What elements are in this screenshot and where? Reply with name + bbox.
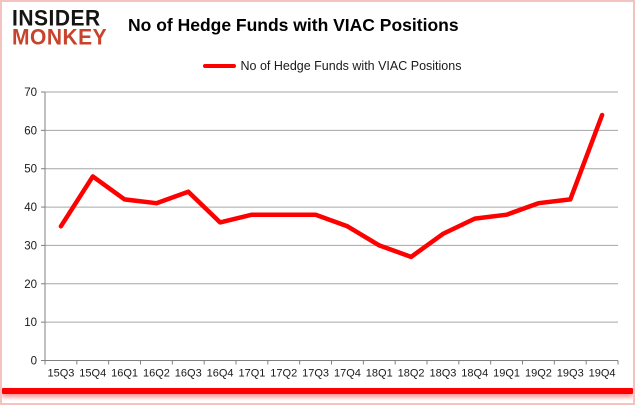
y-axis-tick-label: 0	[31, 356, 37, 368]
x-axis-tick-label: 15Q4	[79, 368, 106, 380]
chart-legend: No of Hedge Funds with VIAC Positions	[45, 59, 619, 73]
x-axis-tick-label: 16Q4	[207, 368, 234, 380]
x-axis-tick-label: 18Q3	[429, 368, 456, 380]
legend-label: No of Hedge Funds with VIAC Positions	[240, 59, 462, 73]
logo-monkey-text: MONKEY	[12, 25, 108, 50]
y-axis-tick-label: 50	[24, 164, 37, 176]
x-axis-tick-label: 17Q4	[334, 368, 361, 380]
x-axis-tick-label: 16Q1	[111, 368, 138, 380]
legend-line-swatch-icon	[202, 63, 236, 69]
x-axis-tick-label: 17Q1	[238, 368, 265, 380]
y-axis-tick-label: 30	[24, 240, 37, 252]
y-axis-tick-label: 70	[24, 87, 37, 99]
y-axis-tick-label: 60	[24, 125, 37, 137]
x-axis-tick-label: 17Q3	[302, 368, 329, 380]
x-axis-tick-label: 16Q3	[175, 368, 202, 380]
page-title: No of Hedge Funds with VIAC Positions	[128, 15, 459, 35]
y-axis-tick-label: 10	[24, 317, 37, 329]
x-axis-tick-label: 19Q2	[525, 368, 552, 380]
x-axis-tick-label: 15Q3	[47, 368, 74, 380]
series-line	[58, 112, 605, 260]
x-axis-tick-label: 16Q2	[143, 368, 170, 380]
x-axis-tick-label: 19Q3	[557, 368, 584, 380]
insider-monkey-logo: INSIDER MONKEY	[12, 6, 108, 50]
y-axis-tick-label: 40	[24, 202, 37, 214]
y-axis-tick-label: 20	[24, 279, 37, 291]
x-axis-tick-label: 17Q2	[270, 368, 297, 380]
bottom-red-bar	[2, 388, 633, 394]
logo-insider-text: INSIDER	[12, 6, 101, 31]
x-axis-tick-label: 19Q4	[589, 368, 616, 380]
x-axis-tick-label: 18Q2	[398, 368, 425, 380]
hedge-funds-line-chart: 0 10 20 30 40 50 60 70 15Q3 15Q4 16Q1 16Q2 16Q3 16Q4 1…	[24, 87, 619, 380]
x-axis-tick-label: 18Q4	[461, 368, 488, 380]
x-axis-tick-label: 19Q1	[493, 368, 520, 380]
x-axis-tick-label: 18Q1	[366, 368, 393, 380]
